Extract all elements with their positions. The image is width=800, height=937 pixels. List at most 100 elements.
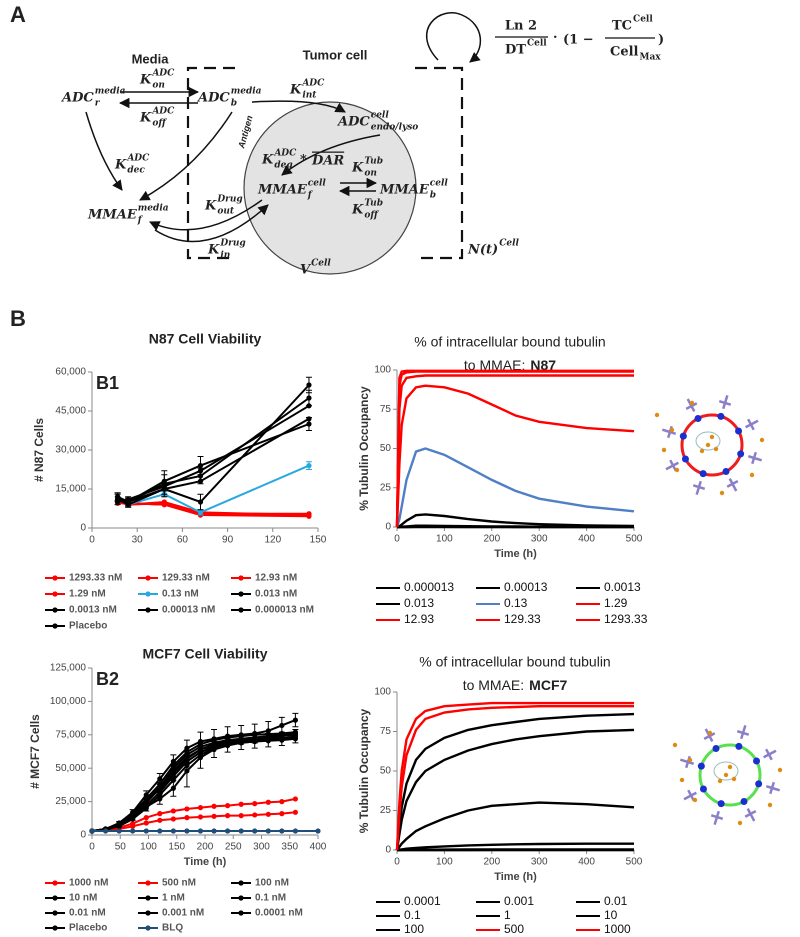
- legend-label: 1.29 nM: [69, 589, 106, 600]
- drug-icon: [737, 820, 743, 826]
- data-point: [225, 828, 231, 834]
- x-tick-label: 250: [225, 842, 242, 853]
- legend-marker: [145, 880, 151, 886]
- symbol-superscript: ADC: [151, 107, 175, 117]
- series-line: [117, 397, 310, 504]
- data-point: [89, 828, 95, 834]
- legend-label: 12.93: [404, 612, 434, 626]
- y-tick-label: 25,000: [55, 796, 86, 807]
- legend-marker: [145, 591, 151, 597]
- legend-label: 0.0001: [404, 894, 441, 908]
- formula-text: ·: [553, 31, 558, 46]
- data-point: [197, 805, 204, 811]
- series-line: [91, 719, 296, 832]
- series-line: [396, 842, 634, 852]
- arrow: [281, 134, 381, 176]
- data-point: [184, 756, 190, 762]
- drug-icon: [709, 434, 715, 440]
- data-point: [306, 421, 312, 427]
- x-tick-label: 300: [531, 857, 548, 868]
- symbol-base: ADC: [60, 91, 94, 106]
- data-point: [225, 733, 231, 739]
- symbol-superscript: Cell: [527, 39, 547, 49]
- x-tick-label: 90: [222, 535, 234, 546]
- legend-label: BLQ: [162, 923, 183, 934]
- data-point: [238, 732, 244, 738]
- growth-loop-arrow: [425, 12, 482, 63]
- antibody-icon: [685, 398, 698, 412]
- y-tick-label: 100: [374, 365, 391, 376]
- y-tick-label: 30,000: [55, 445, 86, 456]
- data-point: [161, 502, 167, 508]
- drug-icon: [759, 437, 765, 443]
- x-axis-label: Time (h): [494, 871, 537, 883]
- series-line: [91, 733, 296, 832]
- data-point: [197, 509, 204, 515]
- symbol-base: ADC: [196, 91, 230, 106]
- panel-label: A: [10, 2, 26, 27]
- symbol-subscript: endo/lyso: [371, 123, 419, 133]
- legend-marker: [52, 575, 58, 581]
- drug-icon: [749, 472, 755, 478]
- data-point: [197, 754, 204, 761]
- symbol-subscript: on: [152, 81, 165, 91]
- data-point: [184, 815, 190, 821]
- symbol-superscript: media: [95, 87, 126, 97]
- receptor-icon: [712, 744, 720, 752]
- symbol-superscript: media: [138, 204, 169, 214]
- panel-label: B2: [96, 669, 119, 689]
- legend-label: Placebo: [69, 923, 107, 934]
- legend-label: 0.1: [404, 908, 421, 922]
- subtitle-cell: MCF7: [529, 677, 567, 693]
- antibody-icon: [703, 728, 716, 742]
- legend-marker: [52, 895, 58, 901]
- media-bracket: [186, 66, 235, 260]
- x-tick-label: 200: [483, 857, 500, 868]
- nucleus-icon: [713, 761, 739, 781]
- drug-icon: [707, 730, 713, 736]
- cell-bracket: [415, 66, 464, 260]
- y-tick-label: 50: [380, 443, 392, 454]
- legend-marker: [145, 607, 151, 613]
- data-point: [157, 811, 163, 817]
- drug-icon: [705, 442, 711, 448]
- y-tick-label: 100: [374, 687, 391, 698]
- data-point: [252, 730, 258, 737]
- data-point: [130, 828, 136, 834]
- legend-marker: [145, 925, 151, 931]
- drug-icon: [689, 400, 695, 406]
- drug-icon: [699, 448, 705, 454]
- data-point: [265, 811, 271, 817]
- x-tick-label: 500: [626, 534, 643, 545]
- legend-marker: [145, 910, 151, 916]
- arrow: [149, 199, 263, 231]
- legend-label: 0.001 nM: [162, 908, 204, 919]
- series-line: [395, 369, 634, 528]
- symbol-base: K: [114, 158, 127, 173]
- x-tick-label: 50: [115, 842, 127, 853]
- data-point: [116, 828, 122, 834]
- data-point: [279, 811, 285, 817]
- drug-icon: [669, 427, 675, 433]
- series-line: [395, 370, 634, 528]
- data-point: [279, 828, 285, 834]
- legend-marker: [238, 575, 244, 581]
- y-tick-label: 0: [80, 830, 86, 841]
- symbol-subscript: Max: [640, 53, 662, 63]
- symbol-superscript: Drug: [219, 239, 245, 249]
- symbol-subscript: off: [364, 211, 379, 221]
- symbol-subscript: in: [220, 251, 230, 261]
- series-line: [395, 728, 635, 851]
- symbol-superscript: ADC: [126, 154, 150, 164]
- legend-label: 0.001: [504, 894, 534, 908]
- symbol-subscript: deg: [274, 161, 292, 171]
- symbol-base: V: [300, 263, 312, 278]
- series-line: [397, 848, 634, 852]
- data-point: [197, 499, 204, 505]
- y-tick-label: 15,000: [55, 484, 86, 495]
- series-line: [397, 524, 634, 529]
- receptor-icon: [681, 455, 689, 463]
- antibody-icon: [726, 478, 739, 492]
- x-tick-label: 0: [89, 535, 95, 546]
